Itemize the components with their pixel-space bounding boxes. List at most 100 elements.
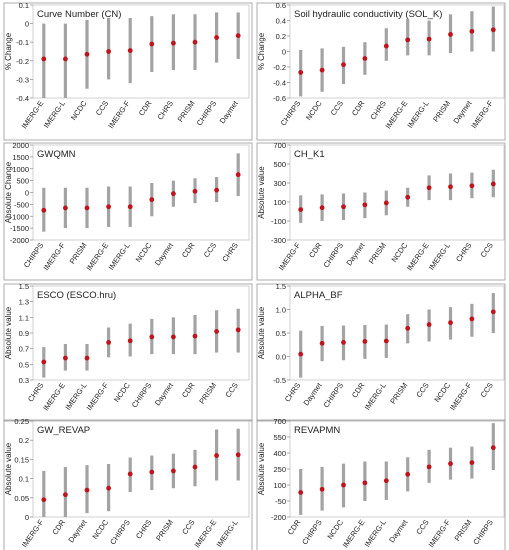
x-tick-label: IMERG-F <box>106 99 132 130</box>
y-tick-label: -1000 <box>10 212 29 221</box>
panel-frame <box>3 419 253 550</box>
chart-title: Curve Number (CN) <box>37 9 121 20</box>
data-point <box>448 320 453 326</box>
data-point <box>84 51 90 57</box>
data-point <box>149 469 155 475</box>
data-point <box>106 340 111 345</box>
y-tick-label: 1.1 <box>19 313 29 322</box>
data-point <box>214 329 220 334</box>
data-point <box>41 497 47 503</box>
data-point <box>426 464 432 470</box>
x-tick-label: PRISM <box>367 241 388 266</box>
x-tick-label: CHIRPS <box>300 518 324 546</box>
data-point <box>171 468 176 474</box>
y-tick-label: -0.2 <box>16 57 29 66</box>
data-point <box>298 351 304 357</box>
y-tick-label: 1.0 <box>276 306 286 315</box>
y-tick-label: 0.3 <box>19 376 29 385</box>
chart-panel-2: -0.6 -0.4 -0.2 0 0.2 0.4 0.6 % Change Soil hydra… <box>256 1 506 141</box>
y-tick-label: -0.3 <box>16 75 29 84</box>
chart-panel-4: -300 -100 100 300 500 700 Absolute value CH_K1 I… <box>256 141 506 281</box>
y-tick-label: 0 <box>25 189 29 198</box>
x-tick-label: IMERG-E <box>192 518 218 549</box>
x-tick-label: PRISM <box>176 99 197 124</box>
x-tick-label: CHIRPS <box>322 381 346 409</box>
y-tick-label: 2000 <box>12 141 29 150</box>
y-tick-label: 0.9 <box>19 329 29 338</box>
x-tick-label: Daymet <box>302 380 325 407</box>
data-point <box>383 43 389 49</box>
chart-panel-5: 0.3 0.5 0.7 0.9 1.1 1.3 1.5 Absolute value ESCO … <box>3 282 253 422</box>
x-tick-label: NCDC <box>432 381 452 404</box>
x-tick-label: Daymet <box>153 240 176 267</box>
data-point <box>448 184 453 190</box>
data-point <box>448 32 453 37</box>
y-axis-label: % Change <box>4 32 13 70</box>
data-point <box>63 492 68 498</box>
x-tick-label: IMERG-F <box>20 518 46 549</box>
data-point <box>405 194 411 200</box>
y-tick-label: 0.05 <box>14 494 29 503</box>
x-tick-label: IMERG-L <box>427 241 452 272</box>
x-tick-label: PRISM <box>154 518 175 543</box>
data-point <box>298 490 304 495</box>
x-tick-label: NCDC <box>112 381 132 404</box>
x-tick-label: IMERG-E <box>41 381 67 412</box>
data-point <box>490 27 496 33</box>
y-tick-label: -500 <box>14 200 29 209</box>
x-tick-label: CDR <box>307 241 324 260</box>
y-tick-label: 0.25 <box>14 417 29 426</box>
data-point <box>448 461 453 467</box>
data-point <box>341 62 346 68</box>
data-point <box>41 56 47 62</box>
x-tick-label: NCDC <box>390 241 410 264</box>
panel-frame <box>3 2 253 141</box>
x-tick-label: IMERG-L <box>405 99 430 130</box>
x-tick-label: IMERG-F <box>427 518 453 549</box>
chart-title: Soil hydraulic conductivity (SOL_K) <box>294 9 442 20</box>
x-tick-label: IMERG-F <box>41 241 67 272</box>
x-tick-label: PRISM <box>453 518 474 543</box>
x-tick-label: CCS <box>329 99 345 117</box>
chart-panel-3: -2000 -1500 -1000 -500 0 500 1000 1500 2000 Absol… <box>3 141 253 281</box>
y-tick-label: 0.5 <box>276 329 286 338</box>
y-tick-label: 1.5 <box>276 282 286 291</box>
y-tick-label: 400 <box>273 449 286 458</box>
x-tick-label: CHIRPS <box>471 518 495 546</box>
x-tick-label: Daymet <box>218 98 241 125</box>
data-point <box>362 339 368 344</box>
x-tick-label: CDR <box>180 381 197 400</box>
data-point <box>171 40 176 46</box>
data-point <box>149 197 155 203</box>
y-tick-label: -0.1 <box>16 38 29 47</box>
y-axis-label: Absolute Change <box>4 161 13 223</box>
y-tick-label: 500 <box>273 160 286 169</box>
x-tick-label: PRISM <box>388 381 409 406</box>
x-tick-label: CCS <box>478 381 494 399</box>
x-tick-label: CCS <box>223 381 239 399</box>
data-point <box>469 28 475 34</box>
y-tick-label: 0.0 <box>276 353 286 362</box>
data-point <box>235 452 241 458</box>
y-tick-label: 0.1 <box>19 475 29 484</box>
y-tick-label: 0 <box>282 48 286 57</box>
y-tick-label: 550 <box>273 433 286 442</box>
x-tick-label: PRISM <box>431 99 452 124</box>
x-tick-label: CHRS <box>454 241 474 264</box>
chart-title: ALPHA_BF <box>294 290 343 301</box>
data-point <box>383 200 389 206</box>
y-tick-label: 0.7 <box>19 345 29 354</box>
data-point <box>63 56 68 62</box>
data-point <box>192 39 198 45</box>
y-tick-label: -100 <box>271 217 286 226</box>
chart-title: CH_K1 <box>294 149 325 160</box>
x-tick-label: Daymet <box>387 517 410 544</box>
y-tick-label: 100 <box>273 481 286 490</box>
data-point <box>235 33 241 39</box>
data-point <box>127 471 133 477</box>
x-tick-label: CHRS <box>220 241 240 264</box>
y-tick-label: -0.4 <box>16 94 29 103</box>
data-point <box>41 359 47 365</box>
x-tick-label: Daymet <box>451 98 474 125</box>
